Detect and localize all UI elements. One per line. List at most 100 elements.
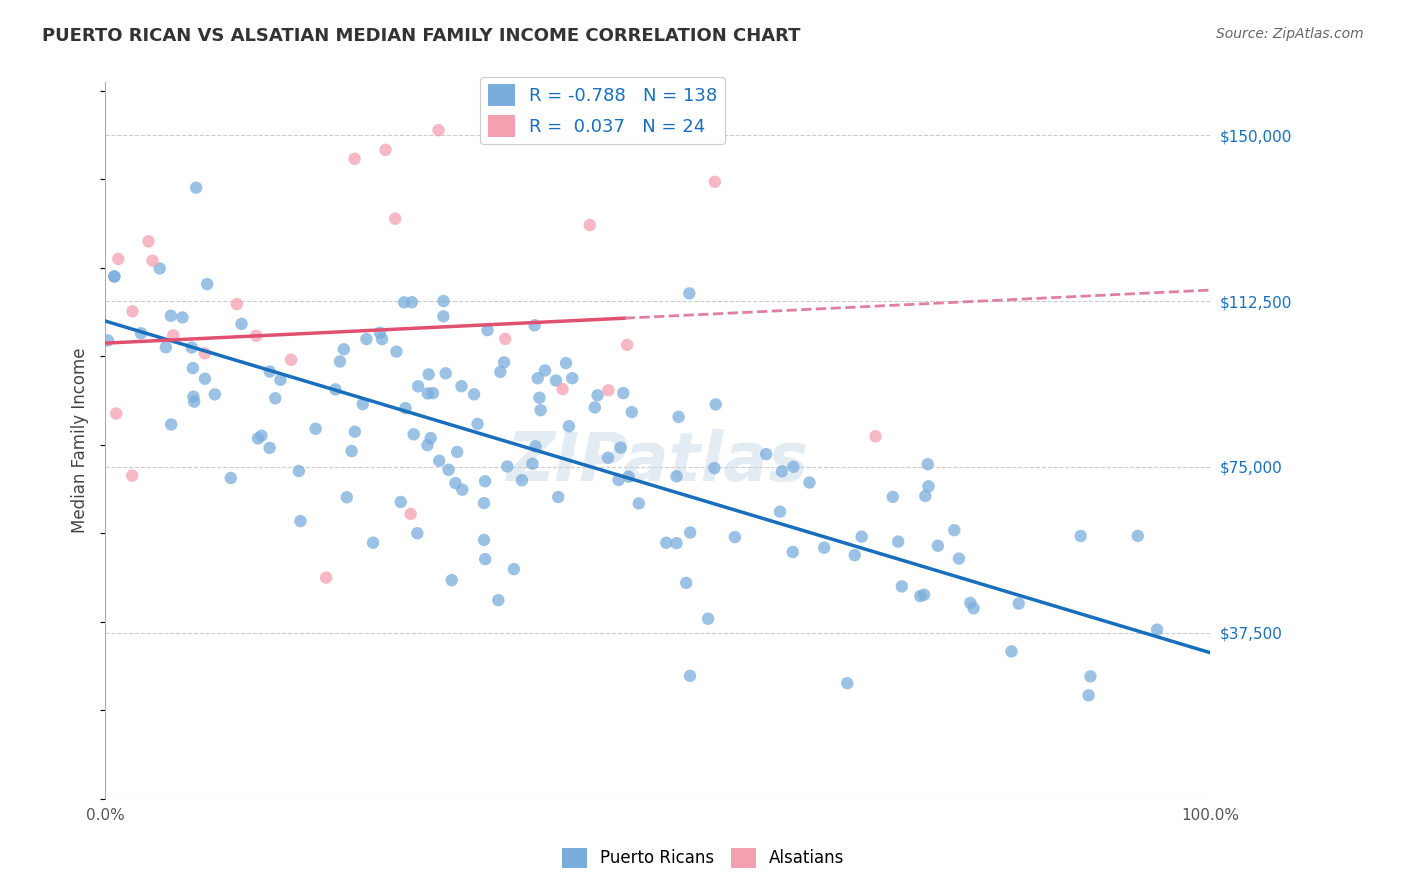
- Point: [472, 496, 495, 510]
- Point: [333, 343, 356, 357]
- Point: [231, 317, 253, 331]
- Point: [315, 571, 337, 585]
- Point: [384, 211, 406, 226]
- Point: [392, 295, 415, 310]
- Point: [288, 464, 311, 478]
- Point: [418, 368, 440, 382]
- Point: [948, 551, 970, 566]
- Point: [494, 332, 516, 346]
- Point: [474, 475, 496, 489]
- Point: [558, 419, 581, 434]
- Point: [343, 425, 366, 439]
- Point: [486, 593, 509, 607]
- Point: [450, 379, 472, 393]
- Point: [703, 461, 725, 475]
- Point: [180, 341, 202, 355]
- Point: [782, 545, 804, 559]
- Point: [422, 386, 444, 401]
- Point: [194, 346, 217, 360]
- Point: [183, 394, 205, 409]
- Point: [162, 328, 184, 343]
- Point: [522, 457, 544, 471]
- Point: [616, 338, 638, 352]
- Point: [769, 505, 792, 519]
- Point: [959, 596, 981, 610]
- Point: [697, 612, 720, 626]
- Point: [103, 269, 125, 284]
- Point: [851, 530, 873, 544]
- Point: [1008, 597, 1031, 611]
- Point: [561, 371, 583, 385]
- Point: [172, 310, 194, 325]
- Point: [530, 403, 553, 417]
- Legend: R = -0.788   N = 138, R =  0.037   N = 24: R = -0.788 N = 138, R = 0.037 N = 24: [481, 77, 724, 145]
- Point: [343, 152, 366, 166]
- Point: [612, 386, 634, 401]
- Point: [184, 180, 207, 194]
- Point: [432, 293, 454, 308]
- Point: [655, 536, 678, 550]
- Point: [427, 454, 450, 468]
- Point: [598, 384, 620, 398]
- Point: [406, 526, 429, 541]
- Point: [103, 269, 125, 284]
- Point: [524, 439, 547, 453]
- Point: [155, 340, 177, 354]
- Point: [704, 397, 727, 411]
- Point: [463, 387, 485, 401]
- Point: [1000, 644, 1022, 658]
- Point: [451, 483, 474, 497]
- Point: [523, 318, 546, 333]
- Point: [194, 372, 217, 386]
- Point: [551, 382, 574, 396]
- Point: [617, 469, 640, 483]
- Point: [138, 235, 160, 249]
- Point: [665, 469, 688, 483]
- Point: [427, 123, 450, 137]
- Point: [799, 475, 821, 490]
- Point: [160, 417, 183, 432]
- Point: [183, 390, 205, 404]
- Point: [107, 252, 129, 266]
- Point: [440, 573, 463, 587]
- Point: [1077, 689, 1099, 703]
- Point: [724, 530, 747, 544]
- Point: [361, 535, 384, 549]
- Point: [882, 490, 904, 504]
- Y-axis label: Median Family Income: Median Family Income: [72, 348, 89, 533]
- Point: [620, 405, 643, 419]
- Point: [755, 447, 778, 461]
- Point: [607, 473, 630, 487]
- Point: [912, 588, 935, 602]
- Point: [416, 438, 439, 452]
- Point: [917, 479, 939, 493]
- Point: [269, 373, 291, 387]
- Point: [444, 476, 467, 491]
- Point: [770, 464, 793, 478]
- Point: [219, 471, 242, 485]
- Point: [371, 332, 394, 346]
- Point: [1070, 529, 1092, 543]
- Point: [195, 277, 218, 292]
- Point: [304, 422, 326, 436]
- Point: [149, 261, 172, 276]
- Point: [432, 310, 454, 324]
- Point: [494, 355, 516, 369]
- Point: [446, 445, 468, 459]
- Point: [837, 676, 859, 690]
- Point: [526, 371, 548, 385]
- Point: [679, 525, 702, 540]
- Legend: Puerto Ricans, Alsatians: Puerto Ricans, Alsatians: [555, 841, 851, 875]
- Point: [609, 441, 631, 455]
- Point: [141, 253, 163, 268]
- Point: [434, 366, 457, 380]
- Text: Source: ZipAtlas.com: Source: ZipAtlas.com: [1216, 27, 1364, 41]
- Point: [529, 391, 551, 405]
- Point: [336, 490, 359, 504]
- Text: ZIPatlas: ZIPatlas: [506, 429, 808, 495]
- Point: [703, 175, 725, 189]
- Point: [890, 579, 912, 593]
- Point: [679, 669, 702, 683]
- Point: [394, 401, 416, 416]
- Point: [596, 450, 619, 465]
